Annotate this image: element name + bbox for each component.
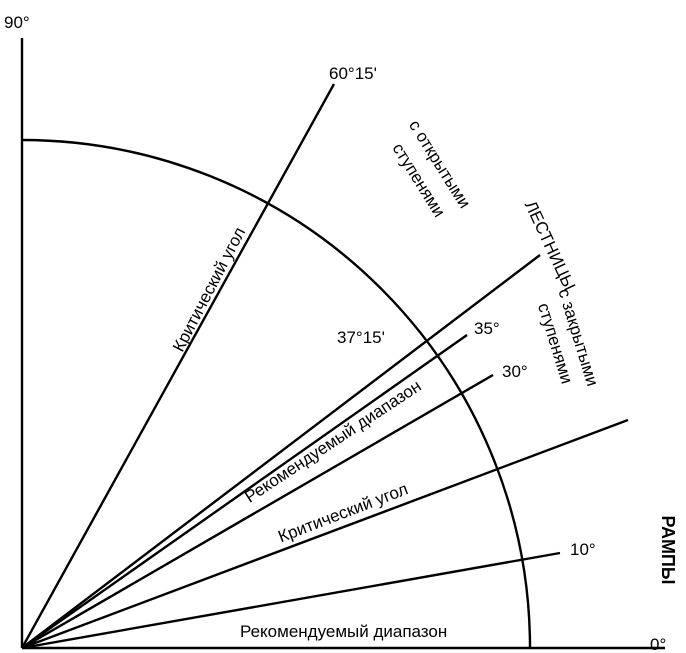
axis-label-90: 90° — [4, 13, 30, 32]
recommended-range-bottom-label: Рекомендуемый диапазон — [240, 622, 447, 641]
angle-label-10: 10° — [570, 540, 596, 559]
angle-label-30: 30° — [502, 362, 528, 381]
angle-label-35: 35° — [474, 319, 500, 338]
angle-label-60-15: 60°15' — [329, 64, 377, 83]
radius-arc — [21, 138, 532, 649]
ray-37-15 — [21, 254, 541, 649]
angle-label-37-15: 37°15' — [337, 328, 385, 347]
ray-30 — [21, 373, 494, 650]
ray-10 — [21, 551, 561, 650]
critical-angle-upper-label: Критический угол — [169, 224, 249, 355]
ray-60-15 — [20, 83, 336, 649]
ray-35 — [21, 334, 468, 649]
axis-label-0: 0° — [650, 635, 666, 653]
ramps-label: РАМПЫ — [658, 516, 678, 585]
stairs-label: ЛЕСТНИЦЫ — [521, 198, 579, 294]
ray-critical-lower — [21, 418, 629, 650]
